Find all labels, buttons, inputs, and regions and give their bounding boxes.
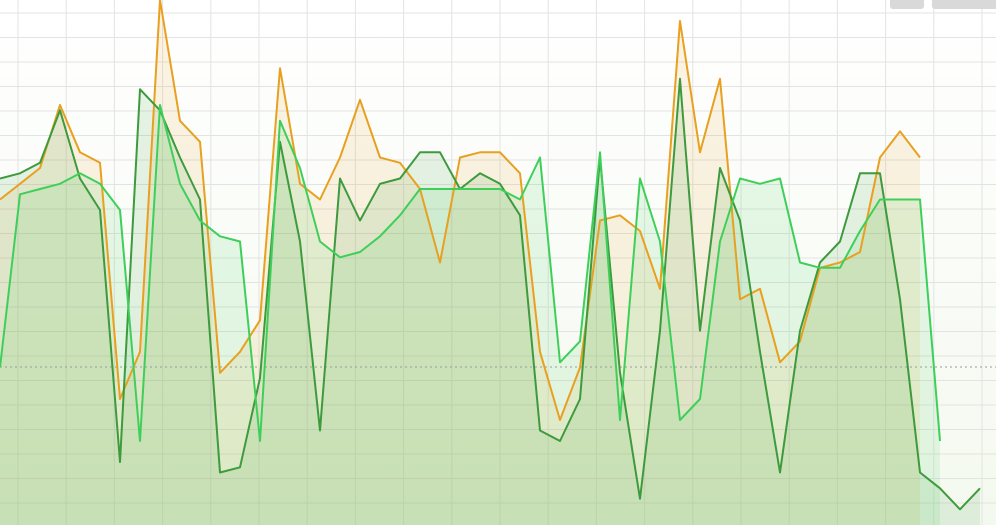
series-line [0,104,941,442]
series-area [0,0,920,525]
series-line [0,0,921,421]
series-area [0,105,940,525]
lines [0,0,981,511]
toolbar-button[interactable] [890,0,924,9]
toolbar-button[interactable] [932,0,996,9]
series-area [0,78,980,525]
